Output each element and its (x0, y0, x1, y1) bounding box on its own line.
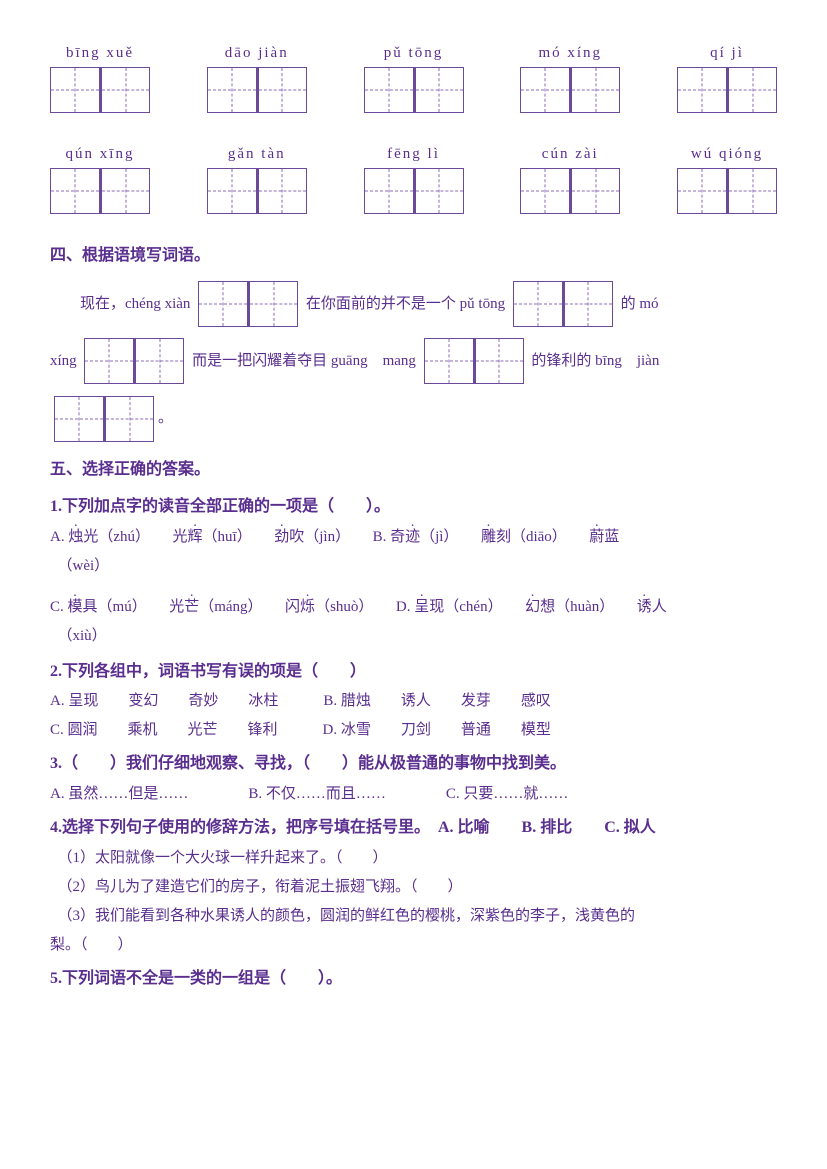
pinyin-group: bīng xuě (50, 40, 150, 113)
pinyin-group: dāo jiàn (207, 40, 307, 113)
pinyin-group: fēng lì (364, 141, 464, 214)
pinyin-label: pǔ tōng (364, 40, 464, 67)
sentence-text: （1）太阳就像一个大火球一样升起来了。（ ） (65, 850, 388, 866)
context-sentence: 现在，chéng xiàn 在你面前的并不是一个 pǔ tōng 的 mó (50, 279, 777, 330)
char-box (50, 67, 150, 113)
inline-char-box (513, 279, 613, 330)
ctx-text: 现在，chéng xiàn (80, 296, 190, 312)
pinyin-group: gǎn tàn (207, 141, 307, 214)
q2-opt-ab: A. 呈现 变幻 奇妙 冰柱 B. 腊烛 诱人 发芽 感叹 (50, 688, 777, 715)
ctx-text: 在你面前的并不是一个 pǔ tōng (306, 296, 505, 312)
q3-title: 3.（ ）我们仔细地观察、寻找，（ ）能从极普通的事物中找到美。 (50, 750, 777, 779)
context-sentence-2: xíng 而是一把闪耀着夺目 guāng mang 的锋利的 bīng jiàn (50, 336, 777, 387)
ctx-text: 的锋利的 bīng jiàn (531, 353, 659, 369)
sentence-text: （2）鸟儿为了建造它们的房子，衔着泥土振翅飞翔。（ ） (65, 879, 463, 895)
inline-char-box (424, 336, 524, 387)
q2-title: 2.下列各组中，词语书写有误的项是（ ） (50, 658, 777, 687)
q1-opt-ab: A. 烛光（zhú） 光辉（huī） 劲吹（jìn） B. 奇迹（jì） 雕刻（… (50, 524, 777, 551)
pinyin-group: qí jì (677, 40, 777, 113)
ctx-text: xíng (50, 353, 77, 369)
section-4-title: 四、根据语境写词语。 (50, 242, 777, 271)
q4-s2: （2）鸟儿为了建造它们的房子，衔着泥土振翅飞翔。（ ） (50, 874, 777, 901)
char-box (207, 168, 307, 214)
pinyin-label: qún xīng (50, 141, 150, 168)
pinyin-group: wú qióng (677, 141, 777, 214)
ctx-text: 的 mó (621, 296, 659, 312)
char-box (364, 67, 464, 113)
q5-title: 5.下列词语不全是一类的一组是（ ）。 (50, 965, 777, 994)
q1-tail-c: （xiù） (50, 623, 777, 650)
ctx-text: 而是一把闪耀着夺目 guāng mang (192, 353, 416, 369)
tail-text: （xiù） (65, 628, 107, 644)
q4-s3b: 梨。（ ） (50, 932, 777, 959)
context-sentence-3: 。 (50, 393, 777, 444)
q4-s1: （1）太阳就像一个大火球一样升起来了。（ ） (50, 845, 777, 872)
char-box (677, 168, 777, 214)
pinyin-group: cún zài (520, 141, 620, 214)
inline-char-box (54, 393, 154, 444)
pinyin-label: dāo jiàn (207, 40, 307, 67)
pinyin-label: gǎn tàn (207, 141, 307, 168)
char-box (520, 168, 620, 214)
pinyin-label: bīng xuě (50, 40, 150, 67)
q1-opt-cd: C. 模具（mú） 光芒（máng） 闪烁（shuò） D. 呈现（chén） … (50, 594, 777, 621)
pinyin-group: qún xīng (50, 141, 150, 214)
pinyin-label: cún zài (520, 141, 620, 168)
char-box (520, 67, 620, 113)
char-box (677, 67, 777, 113)
section-5-title: 五、选择正确的答案。 (50, 456, 777, 485)
pinyin-group: mó xíng (520, 40, 620, 113)
sentence-text: （3）我们能看到各种水果诱人的颜色，圆润的鲜红色的樱桃，深紫色的李子，浅黄色的 (65, 908, 635, 924)
char-box (207, 67, 307, 113)
char-box (50, 168, 150, 214)
pinyin-boxes-row-1: bīng xuě dāo jiàn pǔ tōng mó xíng qí jì (50, 40, 777, 113)
inline-char-box (84, 336, 184, 387)
q2-opt-cd: C. 圆润 乘机 光芒 锋利 D. 冰雪 刀剑 普通 模型 (50, 717, 777, 744)
pinyin-boxes-row-2: qún xīng gǎn tàn fēng lì cún zài wú qión… (50, 141, 777, 214)
q4-title: 4.选择下列句子使用的修辞方法，把序号填在括号里。 A. 比喻 B. 排比 C.… (50, 814, 777, 843)
ctx-text: 。 (158, 410, 173, 426)
tail-text: （wèi） (65, 558, 109, 574)
pinyin-group: pǔ tōng (364, 40, 464, 113)
q4-s3: （3）我们能看到各种水果诱人的颜色，圆润的鲜红色的樱桃，深紫色的李子，浅黄色的 (50, 903, 777, 930)
pinyin-label: fēng lì (364, 141, 464, 168)
pinyin-label: mó xíng (520, 40, 620, 67)
pinyin-label: qí jì (677, 40, 777, 67)
char-box (364, 168, 464, 214)
inline-char-box (198, 279, 298, 330)
pinyin-label: wú qióng (677, 141, 777, 168)
q3-opts: A. 虽然……但是…… B. 不仅……而且…… C. 只要……就…… (50, 781, 777, 808)
q1-tail-a: （wèi） (50, 553, 777, 580)
